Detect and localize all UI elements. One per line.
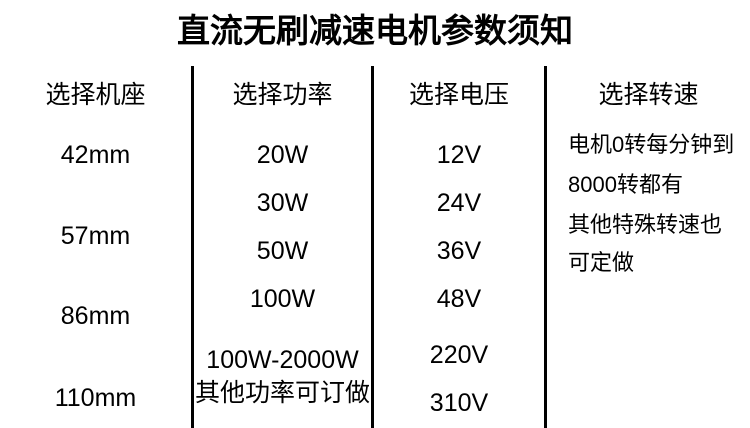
cell-voltage-5: 310V — [429, 389, 489, 417]
column-frame-size: 选择机座 42mm 57mm 86mm 110mm — [0, 0, 191, 428]
column-header-power: 选择功率 — [232, 81, 333, 109]
cell-voltage-0: 12V — [436, 141, 482, 169]
cell-power-5: 其他功率可订做 — [194, 379, 370, 407]
cell-frame-size-3: 110mm — [54, 384, 137, 412]
cell-voltage-4: 220V — [429, 341, 489, 369]
cell-power-1: 30W — [256, 189, 309, 217]
column-power: 选择功率 20W 30W 50W 100W 100W-2000W 其他功率可订做 — [194, 0, 371, 428]
cell-frame-size-0: 42mm — [60, 141, 131, 169]
page-title: 直流无刷减速电机参数须知 — [177, 12, 573, 49]
cell-voltage-3: 48V — [436, 285, 482, 313]
cell-power-4: 100W-2000W — [206, 346, 359, 374]
column-speed: 选择转速 电机0转每分钟到 8000转都有 其他特殊转速也 可定做 — [547, 0, 750, 428]
column-divider-3 — [544, 66, 547, 428]
column-header-speed: 选择转速 — [598, 81, 699, 109]
column-header-frame-size: 选择机座 — [45, 81, 146, 109]
cell-voltage-1: 24V — [436, 189, 482, 217]
speed-note-line-3: 可定做 — [568, 250, 635, 275]
cell-power-2: 50W — [256, 237, 309, 265]
speed-note-line-0: 电机0转每分钟到 — [568, 132, 735, 157]
cell-power-0: 20W — [256, 141, 309, 169]
cell-frame-size-1: 57mm — [60, 222, 131, 250]
column-divider-1 — [191, 66, 194, 428]
column-divider-2 — [371, 66, 374, 428]
column-voltage: 选择电压 12V 24V 36V 48V 220V 310V — [374, 0, 544, 428]
speed-note-line-2: 其他特殊转速也 — [568, 212, 723, 237]
column-header-voltage: 选择电压 — [408, 81, 509, 109]
speed-note-line-1: 8000转都有 — [568, 172, 683, 197]
cell-voltage-2: 36V — [436, 237, 482, 265]
cell-power-3: 100W — [249, 285, 316, 313]
cell-frame-size-2: 86mm — [60, 302, 131, 330]
